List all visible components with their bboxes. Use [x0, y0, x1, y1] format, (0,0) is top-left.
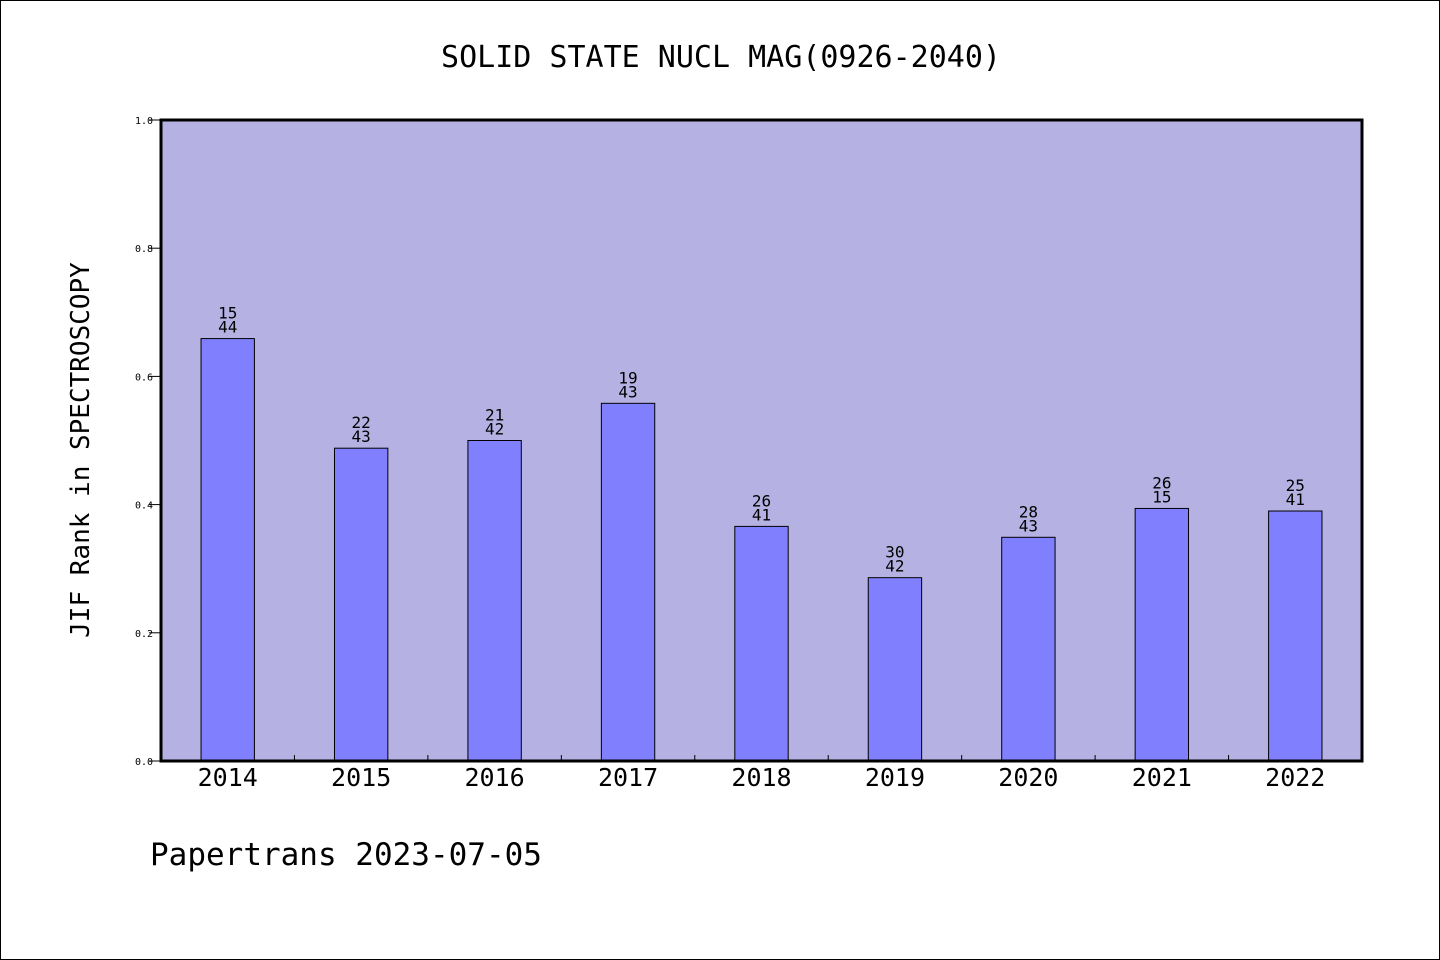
- bar-2016: [467, 440, 522, 762]
- bar-label-top-2021: 26: [1152, 473, 1171, 492]
- y-tick-label-0: 0.0: [135, 757, 153, 768]
- y-tick-label-2: 0.4: [135, 501, 153, 512]
- bar-label-top-2014: 15: [218, 304, 237, 323]
- bar-label-top-2015: 22: [352, 413, 371, 432]
- bar-label-bottom-2015: 43: [352, 427, 371, 446]
- x-tick-label-2018: 2018: [731, 763, 791, 792]
- bar-label-bottom-2014: 44: [218, 318, 237, 337]
- bar-label-bottom-2016: 42: [485, 420, 504, 439]
- bar-2021: [1134, 507, 1190, 762]
- plot-frame: [159, 118, 1364, 763]
- bar-2015: [333, 447, 389, 762]
- chart-title: SOLID STATE NUCL MAG(0926-2040): [441, 40, 1001, 75]
- x-tick-label-2020: 2020: [998, 763, 1058, 792]
- y-tick-label-3: 0.6: [135, 372, 153, 383]
- bar-label-top-2017: 19: [618, 368, 637, 387]
- x-tick-label-2021: 2021: [1132, 763, 1192, 792]
- x-tick-label-2017: 2017: [598, 763, 658, 792]
- bar-2022: [1268, 510, 1323, 762]
- bar-2020: [1001, 536, 1056, 762]
- bar-label-bottom-2021: 15: [1152, 487, 1171, 506]
- x-tick-label-2019: 2019: [865, 763, 925, 792]
- y-axis-label: JIF Rank in SPECTROSCOPY: [66, 262, 96, 638]
- bar-label-top-2020: 28: [1019, 502, 1038, 521]
- bar-2017: [600, 402, 656, 762]
- x-tick-label-2016: 2016: [465, 763, 525, 792]
- bar-label-bottom-2017: 43: [618, 382, 637, 401]
- bar-label-top-2018: 26: [752, 491, 771, 510]
- bar-label-bottom-2020: 43: [1019, 516, 1038, 535]
- bar-label-bottom-2018: 41: [752, 505, 771, 524]
- y-tick-label-4: 0.8: [135, 244, 153, 255]
- bar-label-bottom-2019: 42: [885, 557, 904, 576]
- x-tick-label-2015: 2015: [331, 763, 391, 792]
- bar-2018: [734, 525, 789, 762]
- chart-marks: 0.00.20.40.60.81.01544201422432015214220…: [135, 116, 1325, 792]
- bar-label-top-2016: 21: [485, 406, 504, 425]
- y-tick-label-5: 1.0: [135, 116, 153, 127]
- x-tick-label-2022: 2022: [1265, 763, 1325, 792]
- bar-2019: [867, 577, 923, 762]
- y-tick-label-1: 0.2: [135, 629, 153, 640]
- bar-label-top-2019: 30: [885, 543, 904, 562]
- bar-2014: [200, 338, 255, 762]
- footer-text: Papertrans 2023-07-05: [150, 837, 542, 873]
- bar-label-bottom-2022: 41: [1286, 490, 1305, 509]
- x-tick-label-2014: 2014: [198, 763, 258, 792]
- bar-label-top-2022: 25: [1286, 476, 1305, 495]
